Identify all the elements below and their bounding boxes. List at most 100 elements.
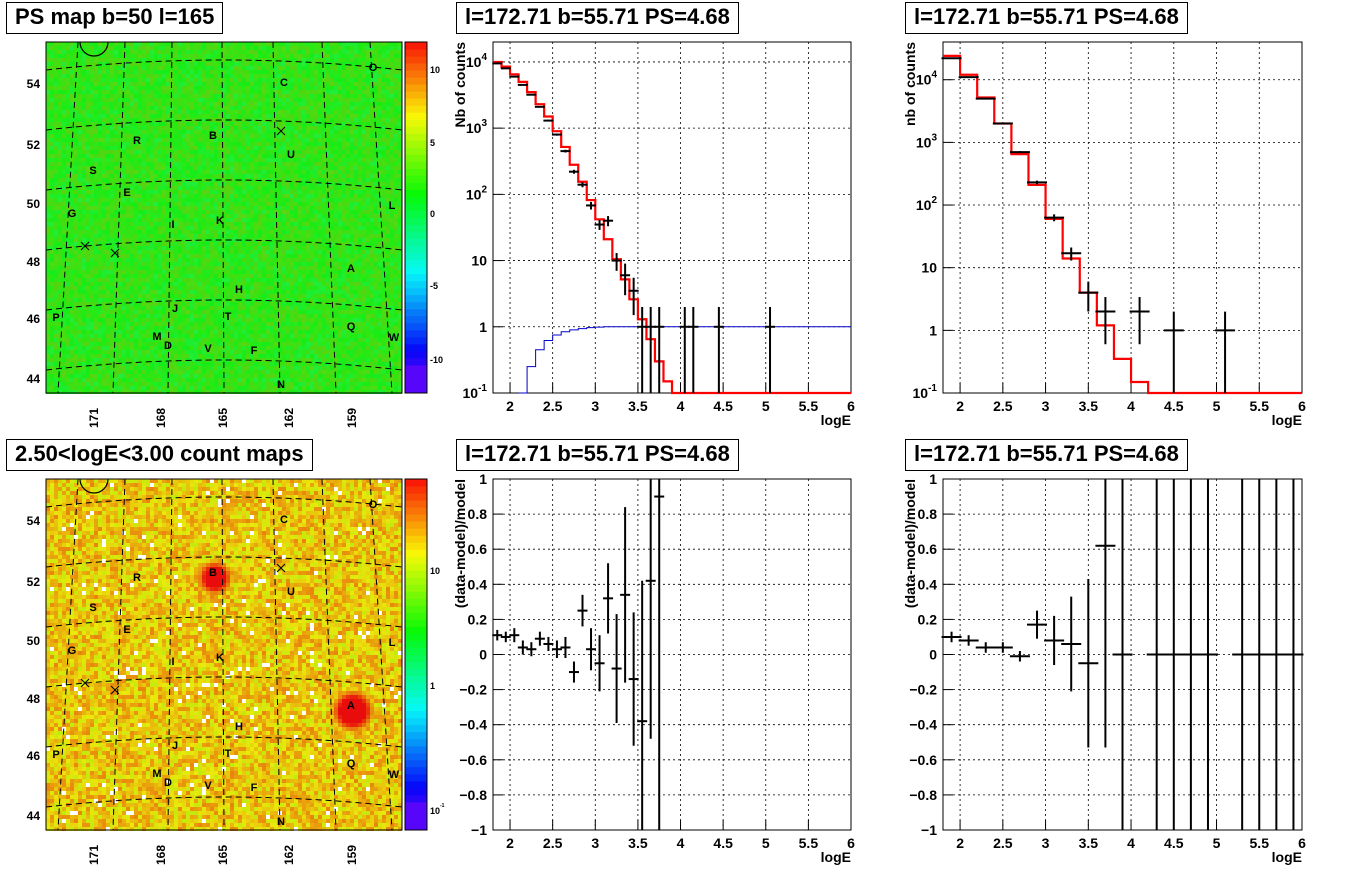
xtick-label: 4 [1127, 835, 1135, 851]
ytick-label: −0.2 [909, 682, 937, 698]
map-meridian [112, 41, 126, 394]
model-curve [943, 54, 1302, 395]
palette-tick: 10 [430, 566, 440, 576]
palette-tick: -10 [430, 355, 443, 365]
xtick-label: 3.5 [1079, 835, 1099, 851]
map-xtick: 162 [282, 845, 296, 865]
ytick-label: 10 [921, 260, 937, 276]
xtick-label: 2 [506, 398, 514, 414]
color-palette [404, 41, 428, 394]
palette-tick: 5 [430, 138, 435, 148]
source-label-C: C [280, 514, 288, 526]
plot-br [941, 478, 1304, 831]
source-label-E: E [123, 187, 130, 199]
source-label-M: M [152, 331, 161, 343]
ytick-label: 1 [479, 319, 487, 335]
source-label-A: A [347, 700, 355, 712]
xtick-label: 5 [1213, 398, 1221, 414]
map-bl [45, 478, 403, 831]
source-label-R: R [133, 572, 141, 584]
ytick-label: 0.2 [918, 611, 938, 627]
source-label-G: G [68, 208, 77, 220]
xtick-label: 5.5 [799, 835, 819, 851]
map-ytick: 50 [27, 634, 41, 648]
ytick-label: −0.2 [459, 682, 487, 698]
map-cross-marker [110, 685, 120, 695]
ytick-label: 0.8 [918, 506, 938, 522]
xtick-label: 4.5 [1164, 398, 1184, 414]
xtick-label: 5 [1213, 835, 1221, 851]
xtick-label: 6 [1298, 835, 1306, 851]
xtick-label: 6 [847, 835, 855, 851]
xtick-label: 2 [956, 835, 964, 851]
source-label-W: W [389, 332, 400, 344]
map-circle [79, 478, 109, 494]
map-xtick: 165 [216, 408, 230, 428]
map-meridian [167, 478, 173, 831]
map-ytick: 44 [27, 809, 41, 823]
xtick-label: 4.5 [713, 398, 733, 414]
xtick-label: 5.5 [799, 398, 819, 414]
source-label-S: S [89, 602, 96, 614]
efficiency-curve [518, 326, 851, 394]
ytick-label: 102 [916, 195, 938, 213]
xtick-label: 4 [677, 835, 685, 851]
map-xtick: 165 [216, 845, 230, 865]
xtick-label: 3 [1042, 398, 1050, 414]
map-meridian [321, 41, 337, 394]
ytick-label: −0.6 [909, 752, 937, 768]
source-label-Q: Q [347, 321, 356, 333]
source-label-H: H [235, 721, 243, 733]
map-tl [45, 41, 403, 394]
source-label-I: I [171, 656, 174, 668]
map-xtick: 171 [87, 845, 101, 865]
source-label-C: C [280, 77, 288, 89]
xtick-label: 2 [956, 398, 964, 414]
map-cross-marker [80, 241, 90, 251]
model-curve [493, 60, 851, 395]
color-palette [404, 478, 428, 831]
xtick-label: 3 [591, 835, 599, 851]
map-ytick: 52 [27, 575, 41, 589]
map-ytick: 54 [27, 77, 41, 91]
xtick-label: 5 [762, 835, 770, 851]
ytick-label: 0.2 [468, 611, 488, 627]
source-label-V: V [204, 780, 212, 792]
map-ytick: 48 [27, 692, 41, 706]
xtick-label: 2.5 [543, 398, 563, 414]
source-label-V: V [204, 343, 212, 355]
ytick-label: −0.4 [459, 717, 487, 733]
ytick-label: −1 [471, 822, 487, 838]
source-label-B: B [209, 567, 217, 579]
xtick-label: 4.5 [713, 835, 733, 851]
ytick-label: 0.8 [468, 506, 488, 522]
xtick-label: 3.5 [628, 835, 648, 851]
source-label-D: D [164, 340, 172, 352]
xtick-label: 5.5 [1250, 398, 1270, 414]
map-meridian [221, 478, 225, 831]
ytick-label: 103 [466, 118, 488, 136]
source-label-S: S [89, 165, 96, 177]
source-label-K: K [216, 652, 224, 664]
ytick-label: 0 [479, 647, 487, 663]
ytick-label: 0.6 [918, 541, 938, 557]
map-xtick: 162 [282, 408, 296, 428]
plot-tr [941, 41, 1303, 395]
ytick-label: 104 [466, 52, 488, 70]
map-meridian [369, 478, 393, 831]
xtick-label: 5.5 [1250, 835, 1270, 851]
xtick-label: 3.5 [1079, 398, 1099, 414]
y-axis-label: (data-model)/model [452, 479, 468, 608]
palette-tick: 10 [430, 65, 440, 75]
ytick-label: 0 [929, 647, 937, 663]
ytick-label: 0.6 [468, 541, 488, 557]
palette-tick: 0 [430, 209, 435, 219]
map-meridian [167, 41, 173, 394]
y-axis-label: nb of counts [902, 42, 918, 126]
ytick-label: 10-1 [913, 383, 938, 401]
map-cross-marker [276, 126, 286, 136]
ytick-label: 10 [471, 253, 487, 269]
title-counts-left: l=172.71 b=55.71 PS=4.68 [456, 2, 739, 34]
map-meridian [272, 478, 281, 831]
